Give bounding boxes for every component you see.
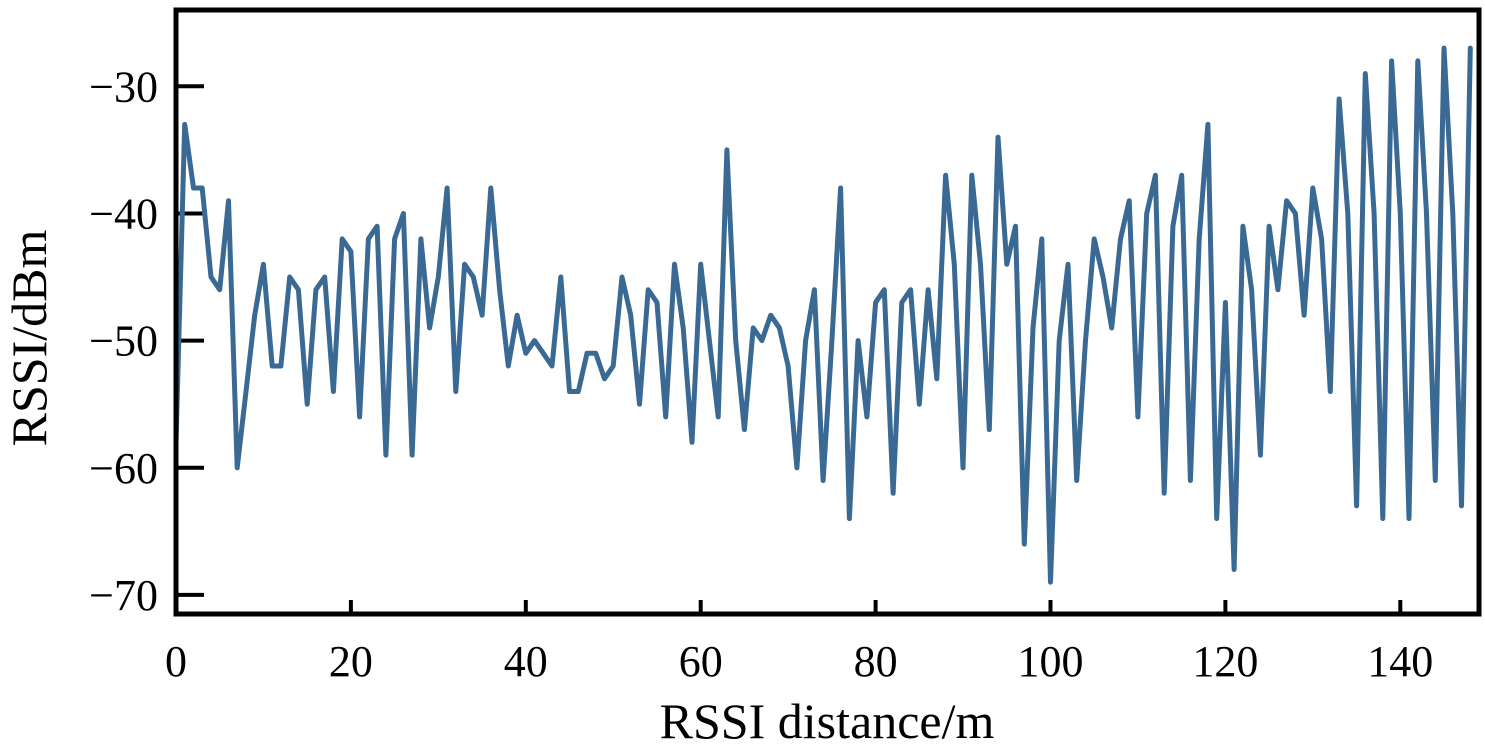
y-tick-label: −40 [89,189,158,238]
rssi-series-line [173,45,1473,585]
x-axis-label: RSSI distance/m [660,693,995,749]
x-tick-label: 140 [1367,637,1433,686]
axis-ticks [174,84,1403,614]
x-tick-label: 120 [1192,637,1258,686]
axis-tick-labels: 0 20 40 60 80 100 120 140 −30 −40 −50 −60 −70 [89,62,1433,686]
y-tick-label: −50 [89,317,158,366]
x-tick-label: 0 [165,637,187,686]
y-axis-label: RSSI/dBm [1,230,57,447]
y-tick-label: −60 [89,444,158,493]
y-tick-label: −30 [89,62,158,111]
x-tick-label: 60 [679,637,723,686]
x-tick-label: 20 [329,637,373,686]
x-tick-label: 80 [854,637,898,686]
plot-frame [173,7,1482,617]
x-tick-label: 100 [1017,637,1083,686]
y-tick-label: −70 [89,571,158,620]
x-tick-label: 40 [504,637,548,686]
